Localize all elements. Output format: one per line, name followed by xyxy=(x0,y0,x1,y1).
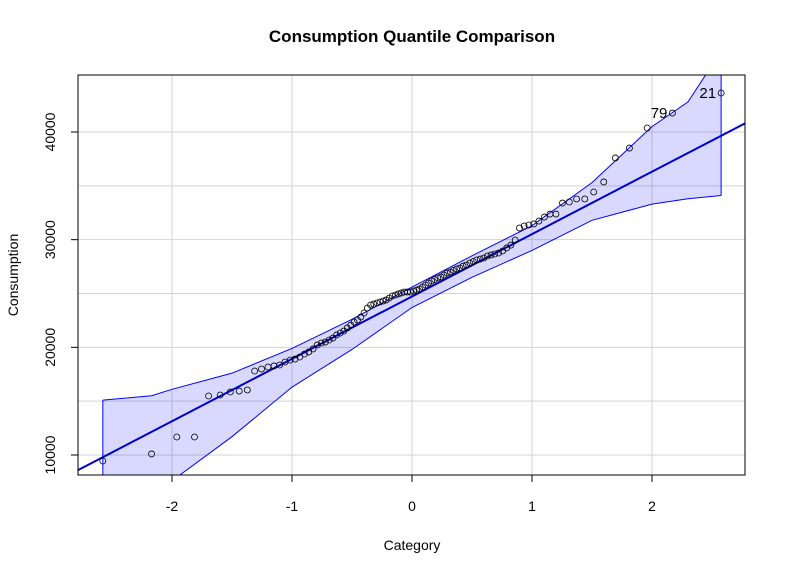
data-point xyxy=(507,241,515,249)
y-tick-label: 10000 xyxy=(42,435,58,474)
data-point xyxy=(205,392,212,400)
data-point xyxy=(276,361,284,369)
point-label: 21 xyxy=(699,85,716,102)
y-tick-label: 40000 xyxy=(42,112,58,151)
data-point xyxy=(459,262,467,270)
data-point xyxy=(370,300,378,308)
data-point xyxy=(173,433,181,441)
x-axis-label: Category xyxy=(384,537,441,553)
data-point xyxy=(350,318,358,326)
data-point xyxy=(466,259,474,267)
data-point xyxy=(483,252,491,260)
data-point xyxy=(469,258,477,265)
data-point xyxy=(473,256,481,264)
data-point xyxy=(643,124,651,132)
data-point xyxy=(243,386,251,394)
data-point xyxy=(453,265,461,273)
data-point xyxy=(291,355,299,363)
data-point xyxy=(552,210,560,218)
data-point xyxy=(235,387,243,395)
data-point xyxy=(491,250,499,258)
data-point xyxy=(321,338,329,346)
data-point xyxy=(600,178,608,186)
data-point xyxy=(313,341,321,349)
data-point xyxy=(367,301,374,309)
data-point xyxy=(395,290,402,298)
data-point xyxy=(443,269,451,277)
data-point xyxy=(251,367,259,375)
data-point xyxy=(530,220,538,228)
data-point xyxy=(373,299,381,307)
data-point xyxy=(333,331,341,339)
data-point xyxy=(516,224,523,232)
data-point xyxy=(336,329,344,337)
data-point xyxy=(487,251,495,259)
data-point xyxy=(148,450,155,458)
confidence-band-upper xyxy=(102,75,707,401)
data-point xyxy=(431,276,439,283)
confidence-band-lower xyxy=(179,195,722,475)
data-point xyxy=(296,353,304,361)
data-point xyxy=(626,144,633,152)
data-point xyxy=(446,268,454,276)
x-tick-label: 1 xyxy=(528,498,536,514)
data-point xyxy=(379,297,387,305)
data-point xyxy=(410,287,417,295)
data-point xyxy=(407,288,414,296)
point-label: 79 xyxy=(651,105,668,122)
data-point xyxy=(413,286,420,294)
data-point xyxy=(581,195,589,203)
data-point xyxy=(525,221,533,229)
data-point xyxy=(511,236,519,244)
data-point xyxy=(388,292,396,300)
data-point xyxy=(717,89,725,97)
data-point xyxy=(559,199,566,207)
data-point xyxy=(317,339,325,347)
data-point xyxy=(301,350,308,358)
data-point xyxy=(540,213,548,221)
data-point xyxy=(360,309,368,317)
data-point xyxy=(286,356,294,364)
data-point xyxy=(456,264,464,272)
data-point xyxy=(216,391,224,399)
confidence-band-fill xyxy=(102,75,722,475)
y-tick-label: 30000 xyxy=(42,220,58,259)
data-point xyxy=(611,154,619,162)
data-point xyxy=(565,198,573,206)
data-point xyxy=(309,345,317,353)
data-point xyxy=(258,365,265,373)
data-point xyxy=(226,388,234,396)
x-tick-label: -2 xyxy=(166,498,179,514)
data-point xyxy=(376,298,384,306)
data-point xyxy=(480,254,488,262)
data-point xyxy=(191,433,198,441)
data-point xyxy=(520,222,528,230)
data-point xyxy=(434,274,442,282)
data-point xyxy=(449,266,457,274)
fit-line xyxy=(78,122,745,471)
data-point xyxy=(535,217,543,225)
data-point xyxy=(668,109,676,117)
plot-area xyxy=(78,75,745,475)
data-point xyxy=(495,249,503,257)
data-point xyxy=(573,195,581,203)
data-point xyxy=(392,291,399,299)
chart-title: Consumption Quantile Comparison xyxy=(269,27,555,46)
y-tick-label: 20000 xyxy=(42,328,58,367)
x-tick-label: 0 xyxy=(408,498,416,514)
data-point xyxy=(590,188,598,196)
data-point xyxy=(476,255,484,263)
data-point xyxy=(99,457,107,465)
y-axis-label: Consumption xyxy=(5,234,21,317)
x-tick-label: -1 xyxy=(286,498,299,514)
data-point xyxy=(463,261,470,269)
x-tick-label: 2 xyxy=(648,498,656,514)
data-point xyxy=(325,336,333,344)
